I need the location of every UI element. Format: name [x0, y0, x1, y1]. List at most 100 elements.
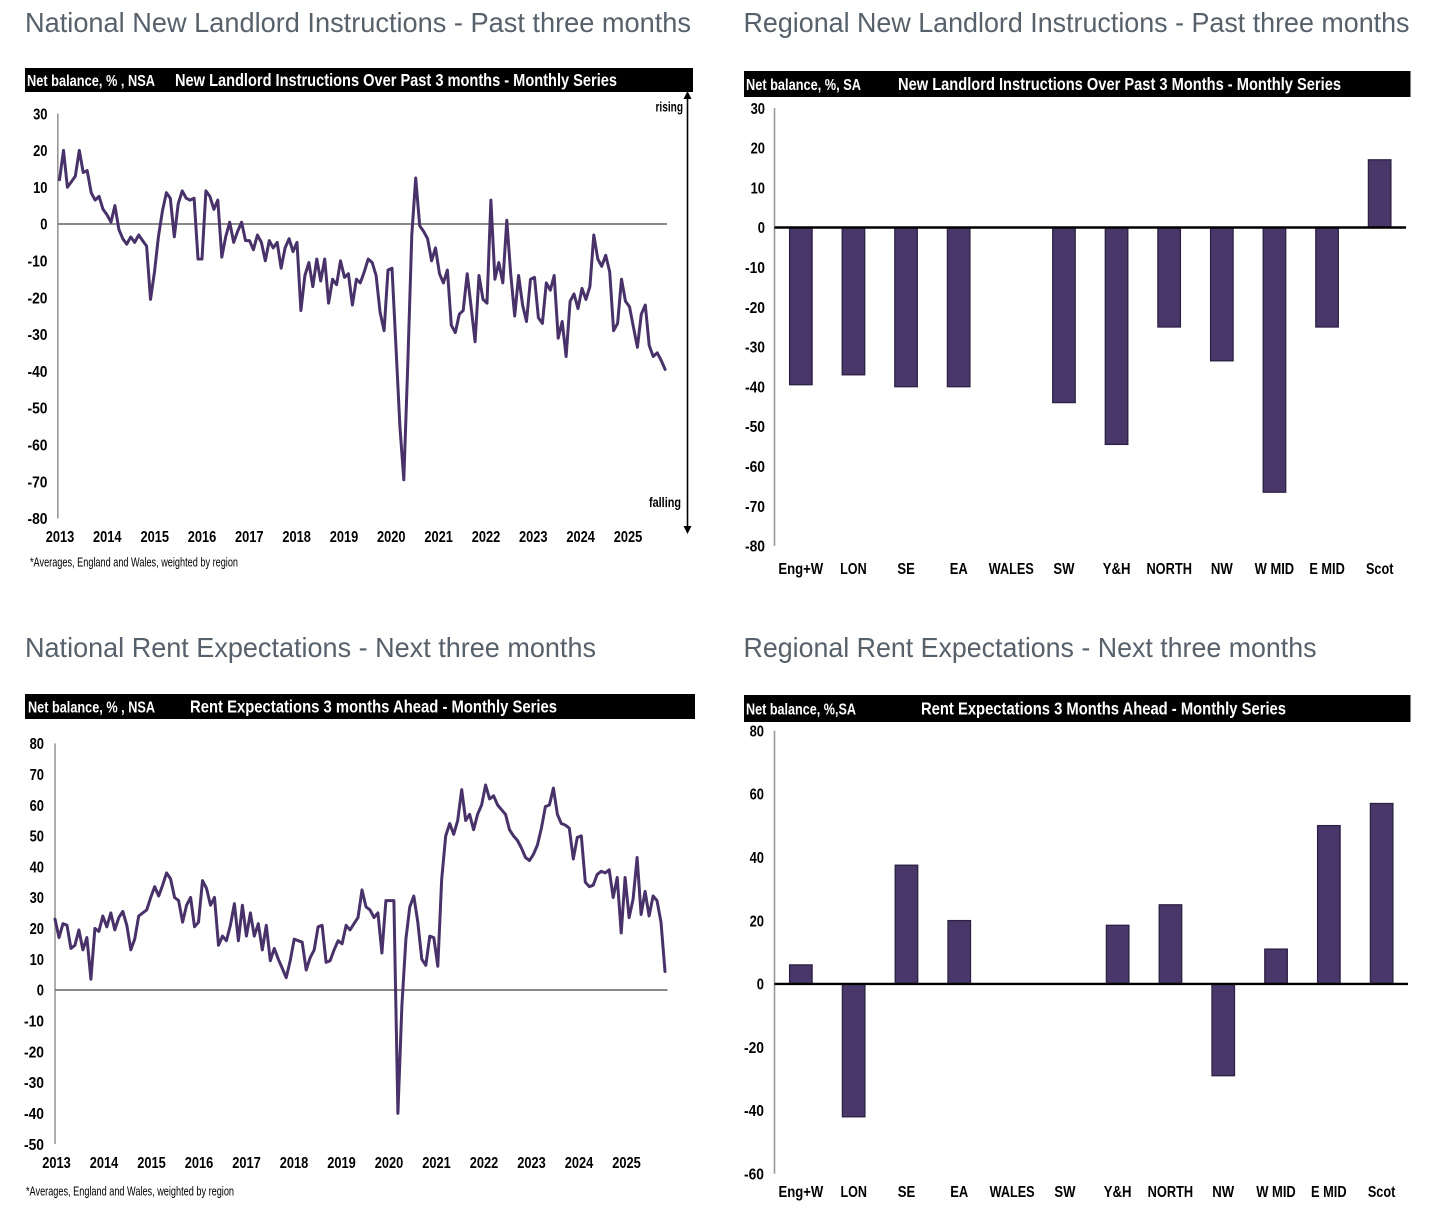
svg-text:Net balance, % , NSA: Net balance, % , NSA [27, 73, 155, 90]
svg-text:Net balance, %,SA: Net balance, %,SA [746, 701, 856, 718]
svg-text:2024: 2024 [565, 1155, 594, 1172]
svg-text:Rent Expectations 3 months Ahe: Rent Expectations 3 months Ahead - Month… [190, 696, 557, 716]
svg-text:Net balance, %, SA: Net balance, %, SA [746, 77, 861, 94]
svg-text:EA: EA [950, 1184, 968, 1201]
svg-text:2017: 2017 [232, 1155, 261, 1172]
svg-text:20: 20 [33, 143, 47, 160]
svg-text:0: 0 [37, 983, 44, 1000]
svg-text:SW: SW [1054, 1184, 1076, 1201]
svg-text:0: 0 [40, 217, 47, 234]
svg-text:Rent Expectations 3 Months Ahe: Rent Expectations 3 Months Ahead - Month… [921, 698, 1286, 718]
svg-text:2015: 2015 [137, 1155, 166, 1172]
svg-text:-60: -60 [28, 438, 48, 455]
svg-text:Regional New Landlord Instruct: Regional New Landlord Instructions - Pas… [744, 7, 1410, 38]
svg-text:SE: SE [897, 561, 915, 578]
svg-text:10: 10 [33, 180, 47, 197]
svg-text:80: 80 [30, 736, 44, 753]
svg-text:2013: 2013 [42, 1155, 71, 1172]
svg-text:Eng+W: Eng+W [778, 561, 824, 578]
svg-text:20: 20 [30, 921, 44, 938]
svg-text:10: 10 [30, 952, 44, 969]
svg-text:2014: 2014 [90, 1155, 119, 1172]
svg-text:2021: 2021 [424, 529, 453, 546]
svg-text:50: 50 [30, 829, 44, 846]
svg-text:2022: 2022 [470, 1155, 499, 1172]
svg-text:-50: -50 [745, 419, 765, 436]
svg-text:SW: SW [1053, 561, 1075, 578]
svg-text:SE: SE [898, 1184, 916, 1201]
svg-text:*Averages, England and Wales,: *Averages, England and Wales, weighted b… [30, 556, 238, 570]
svg-text:30: 30 [33, 106, 47, 123]
svg-text:-30: -30 [745, 340, 765, 357]
svg-text:2014: 2014 [93, 529, 122, 546]
svg-text:Scot: Scot [1366, 561, 1394, 578]
svg-text:W MID: W MID [1256, 1184, 1296, 1201]
svg-text:20: 20 [751, 141, 765, 158]
svg-text:National Rent Expectations - N: National Rent Expectations - Next three … [25, 632, 596, 663]
svg-text:-50: -50 [24, 1137, 44, 1154]
svg-text:2024: 2024 [566, 529, 595, 546]
svg-text:*Averages, England and Wales,: *Averages, England and Wales, weighted b… [26, 1185, 234, 1199]
svg-text:2017: 2017 [235, 529, 264, 546]
svg-text:2025: 2025 [614, 529, 643, 546]
svg-text:WALES: WALES [989, 561, 1034, 578]
svg-text:-40: -40 [28, 364, 48, 381]
svg-text:National New Landlord Instruct: National New Landlord Instructions - Pas… [25, 7, 691, 38]
svg-text:0: 0 [757, 977, 764, 994]
svg-text:-80: -80 [745, 539, 765, 556]
svg-text:80: 80 [750, 723, 764, 740]
svg-text:2021: 2021 [422, 1155, 451, 1172]
svg-text:2023: 2023 [517, 1155, 546, 1172]
svg-text:E MID: E MID [1309, 561, 1345, 578]
svg-text:Y&H: Y&H [1104, 1184, 1132, 1201]
svg-text:-30: -30 [28, 327, 48, 344]
svg-text:-80: -80 [28, 511, 48, 528]
svg-text:2023: 2023 [519, 529, 548, 546]
svg-text:-50: -50 [28, 401, 48, 418]
svg-text:60: 60 [750, 787, 764, 804]
svg-text:-10: -10 [24, 1014, 44, 1031]
svg-text:-20: -20 [24, 1044, 44, 1061]
svg-text:2015: 2015 [140, 529, 169, 546]
svg-text:70: 70 [30, 767, 44, 784]
svg-text:falling: falling [649, 494, 681, 510]
svg-text:2018: 2018 [280, 1155, 309, 1172]
svg-text:New Landlord Instructions Over: New Landlord Instructions Over Past 3 Mo… [898, 74, 1341, 94]
svg-text:Scot: Scot [1368, 1184, 1396, 1201]
svg-text:30: 30 [30, 890, 44, 907]
svg-text:10: 10 [751, 180, 765, 197]
svg-text:2020: 2020 [377, 529, 406, 546]
svg-text:20: 20 [750, 913, 764, 930]
svg-text:-30: -30 [24, 1075, 44, 1092]
svg-text:-60: -60 [744, 1167, 764, 1184]
svg-text:2019: 2019 [330, 529, 359, 546]
svg-text:-70: -70 [745, 499, 765, 516]
svg-text:Eng+W: Eng+W [779, 1184, 825, 1201]
svg-text:-40: -40 [24, 1106, 44, 1123]
svg-text:-20: -20 [744, 1040, 764, 1057]
svg-text:Net balance, % , NSA: Net balance, % , NSA [28, 699, 155, 716]
svg-text:LON: LON [840, 561, 867, 578]
svg-text:-10: -10 [28, 254, 48, 271]
svg-text:EA: EA [950, 561, 968, 578]
svg-text:2016: 2016 [185, 1155, 214, 1172]
svg-text:2025: 2025 [612, 1155, 641, 1172]
svg-text:-40: -40 [744, 1103, 764, 1120]
svg-text:2022: 2022 [472, 529, 501, 546]
svg-text:2018: 2018 [282, 529, 311, 546]
svg-text:-60: -60 [745, 459, 765, 476]
svg-text:WALES: WALES [990, 1184, 1035, 1201]
svg-text:NW: NW [1212, 1184, 1235, 1201]
svg-text:NW: NW [1211, 561, 1234, 578]
svg-text:2013: 2013 [46, 529, 75, 546]
svg-text:-10: -10 [745, 260, 765, 277]
svg-text:NORTH: NORTH [1148, 1184, 1194, 1201]
svg-text:rising: rising [656, 99, 684, 115]
svg-text:-20: -20 [28, 290, 48, 307]
svg-text:2016: 2016 [188, 529, 217, 546]
svg-text:-70: -70 [28, 474, 48, 491]
svg-text:60: 60 [30, 798, 44, 815]
svg-text:LON: LON [840, 1184, 867, 1201]
svg-text:-40: -40 [745, 379, 765, 396]
svg-text:-20: -20 [745, 300, 765, 317]
